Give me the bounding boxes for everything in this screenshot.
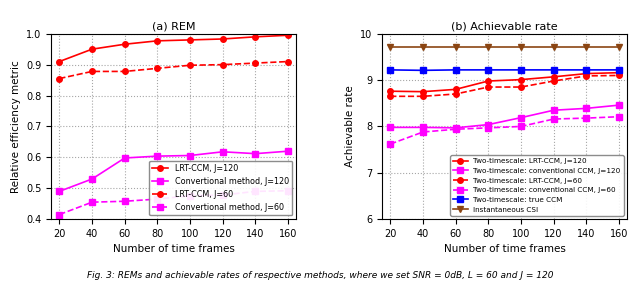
Two-timescale: conventional CCM, J=60: (80, 7.97): conventional CCM, J=60: (80, 7.97) [484, 126, 492, 130]
X-axis label: Number of time frames: Number of time frames [444, 244, 566, 255]
Two-timescale: conventional CCM, J=120: (60, 7.97): conventional CCM, J=120: (60, 7.97) [452, 126, 460, 130]
Instantaneous CSI [517, 45, 525, 48]
Two-timescale: LRT-CCM, J=120: (100, 9.01): LRT-CCM, J=120: (100, 9.01) [517, 78, 525, 81]
Instantaneous CSI [550, 45, 557, 48]
Two-timescale: true CCM: (60, 9.22): true CCM: (60, 9.22) [452, 68, 460, 72]
Two-timescale: conventional CCM, J=60: (40, 7.88): conventional CCM, J=60: (40, 7.88) [419, 130, 427, 134]
X-axis label: Number of time frames: Number of time frames [113, 244, 235, 255]
LRT-CCM, J=60 [252, 62, 259, 65]
Two-timescale: conventional CCM, J=120: (40, 7.98): conventional CCM, J=120: (40, 7.98) [419, 126, 427, 129]
Two-timescale: conventional CCM, J=120: (140, 8.39): conventional CCM, J=120: (140, 8.39) [582, 107, 590, 110]
Two-timescale: conventional CCM, J=120: (100, 8.19): conventional CCM, J=120: (100, 8.19) [517, 116, 525, 119]
Instantaneous CSI [484, 45, 492, 48]
Two-timescale: LRT-CCM, J=120: (140, 9.14): LRT-CCM, J=120: (140, 9.14) [582, 72, 590, 75]
Two-timescale: LRT-CCM, J=60: (100, 8.85): LRT-CCM, J=60: (100, 8.85) [517, 85, 525, 89]
Two-timescale: conventional CCM, J=120: (160, 8.46): conventional CCM, J=120: (160, 8.46) [615, 103, 623, 107]
Two-timescale: conventional CCM, J=120: (80, 8.04): conventional CCM, J=120: (80, 8.04) [484, 123, 492, 126]
Convertional method, J=60 [219, 193, 227, 197]
Convertional method, J=120 [88, 177, 96, 181]
Two-timescale: true CCM: (80, 9.22): true CCM: (80, 9.22) [484, 68, 492, 72]
Two-timescale: true CCM: (100, 9.22): true CCM: (100, 9.22) [517, 68, 525, 72]
LRT-CCM, J=60 [56, 77, 63, 80]
Two-timescale: LRT-CCM, J=60: (20, 8.65): LRT-CCM, J=60: (20, 8.65) [387, 95, 394, 98]
Two-timescale: LRT-CCM, J=60: (120, 8.98): LRT-CCM, J=60: (120, 8.98) [550, 79, 557, 83]
Two-timescale: true CCM: (40, 9.21): true CCM: (40, 9.21) [419, 69, 427, 72]
Two-timescale: LRT-CCM, J=120: (80, 8.98): LRT-CCM, J=120: (80, 8.98) [484, 79, 492, 83]
Instantaneous CSI [387, 45, 394, 48]
LRT-CCM, J=120 [219, 37, 227, 41]
Convertional method, J=120 [284, 149, 292, 153]
LRT-CCM, J=120 [284, 34, 292, 37]
Two-timescale: LRT-CCM, J=60: (80, 8.85): LRT-CCM, J=60: (80, 8.85) [484, 85, 492, 89]
LRT-CCM, J=60 [154, 67, 161, 70]
LRT-CCM, J=60 [121, 70, 129, 73]
Two-timescale: true CCM: (20, 9.22): true CCM: (20, 9.22) [387, 68, 394, 72]
Two-timescale: true CCM: (120, 9.22): true CCM: (120, 9.22) [550, 68, 557, 72]
Two-timescale: conventional CCM, J=60: (140, 8.18): conventional CCM, J=60: (140, 8.18) [582, 116, 590, 120]
Convertional method, J=60 [56, 213, 63, 216]
Convertional method, J=60 [88, 201, 96, 204]
Y-axis label: Relative efficiency metric: Relative efficiency metric [10, 60, 20, 193]
Convertional method, J=120 [154, 155, 161, 158]
Instantaneous CSI [615, 45, 623, 48]
Two-timescale: conventional CCM, J=60: (120, 8.16): conventional CCM, J=60: (120, 8.16) [550, 117, 557, 121]
Text: Fig. 3: REMs and achievable rates of respective methods, where we set SNR = 0dB,: Fig. 3: REMs and achievable rates of res… [87, 271, 553, 280]
Convertional method, J=120 [186, 154, 194, 157]
Convertional method, J=60 [121, 200, 129, 203]
Legend: LRT-CCM, J=120, Convertional method, J=120, LRT-CCM, J=60, Convertional method, : LRT-CCM, J=120, Convertional method, J=1… [149, 161, 292, 215]
LRT-CCM, J=120 [88, 47, 96, 51]
Two-timescale: LRT-CCM, J=60: (60, 8.7): LRT-CCM, J=60: (60, 8.7) [452, 92, 460, 96]
LRT-CCM, J=120 [154, 39, 161, 42]
Two-timescale: conventional CCM, J=60: (160, 8.21): conventional CCM, J=60: (160, 8.21) [615, 115, 623, 118]
Two-timescale: LRT-CCM, J=120: (120, 9.07): LRT-CCM, J=120: (120, 9.07) [550, 75, 557, 78]
Two-timescale: LRT-CCM, J=120: (40, 8.75): LRT-CCM, J=120: (40, 8.75) [419, 90, 427, 93]
Two-timescale: LRT-CCM, J=120: (60, 8.8): LRT-CCM, J=120: (60, 8.8) [452, 88, 460, 91]
Line: LRT-CCM, J=60: LRT-CCM, J=60 [56, 59, 291, 81]
Line: LRT-CCM, J=120: LRT-CCM, J=120 [56, 33, 291, 64]
Line: Two-timescale: LRT-CCM, J=60: Two-timescale: LRT-CCM, J=60 [387, 73, 622, 99]
Two-timescale: conventional CCM, J=60: (20, 7.62): conventional CCM, J=60: (20, 7.62) [387, 142, 394, 146]
Line: Two-timescale: conventional CCM, J=120: Two-timescale: conventional CCM, J=120 [387, 102, 622, 131]
Two-timescale: LRT-CCM, J=120: (160, 9.16): LRT-CCM, J=120: (160, 9.16) [615, 71, 623, 74]
Line: Two-timescale: LRT-CCM, J=120: Two-timescale: LRT-CCM, J=120 [387, 70, 622, 94]
Line: Two-timescale: true CCM: Two-timescale: true CCM [387, 67, 622, 73]
Instantaneous CSI [582, 45, 590, 48]
Two-timescale: LRT-CCM, J=60: (40, 8.65): LRT-CCM, J=60: (40, 8.65) [419, 95, 427, 98]
Two-timescale: true CCM: (160, 9.22): true CCM: (160, 9.22) [615, 68, 623, 72]
LRT-CCM, J=120 [252, 35, 259, 38]
Two-timescale: conventional CCM, J=120: (20, 7.98): conventional CCM, J=120: (20, 7.98) [387, 126, 394, 129]
Title: (b) Achievable rate: (b) Achievable rate [451, 22, 558, 31]
Y-axis label: Achievable rate: Achievable rate [344, 86, 355, 167]
Convertional method, J=120 [121, 156, 129, 160]
Two-timescale: conventional CCM, J=60: (60, 7.94): conventional CCM, J=60: (60, 7.94) [452, 128, 460, 131]
Title: (a) REM: (a) REM [152, 22, 195, 31]
Instantaneous CSI [419, 45, 427, 48]
Convertional method, J=120 [219, 150, 227, 153]
Line: Instantaneous CSI: Instantaneous CSI [387, 43, 623, 50]
Convertional method, J=60 [154, 198, 161, 201]
LRT-CCM, J=120 [56, 60, 63, 63]
Convertional method, J=120 [252, 152, 259, 155]
LRT-CCM, J=60 [186, 64, 194, 67]
LRT-CCM, J=60 [219, 63, 227, 66]
Instantaneous CSI [452, 45, 460, 48]
Convertional method, J=60 [186, 194, 194, 197]
Two-timescale: LRT-CCM, J=60: (140, 9.09): LRT-CCM, J=60: (140, 9.09) [582, 74, 590, 78]
LRT-CCM, J=60 [284, 60, 292, 63]
Convertional method, J=60 [284, 189, 292, 192]
Line: Two-timescale: conventional CCM, J=60: Two-timescale: conventional CCM, J=60 [387, 114, 622, 147]
Line: Convertional method, J=60: Convertional method, J=60 [56, 188, 291, 217]
Legend: Two-timescale: LRT-CCM, J=120, Two-timescale: conventional CCM, J=120, Two-times: Two-timescale: LRT-CCM, J=120, Two-times… [451, 155, 623, 216]
Convertional method, J=120 [56, 190, 63, 193]
Two-timescale: LRT-CCM, J=120: (20, 8.76): LRT-CCM, J=120: (20, 8.76) [387, 90, 394, 93]
Line: Convertional method, J=120: Convertional method, J=120 [56, 148, 291, 194]
Two-timescale: conventional CCM, J=60: (100, 8): conventional CCM, J=60: (100, 8) [517, 125, 525, 128]
Two-timescale: conventional CCM, J=120: (120, 8.35): conventional CCM, J=120: (120, 8.35) [550, 108, 557, 112]
Two-timescale: true CCM: (140, 9.22): true CCM: (140, 9.22) [582, 68, 590, 72]
LRT-CCM, J=120 [186, 38, 194, 42]
LRT-CCM, J=60 [88, 70, 96, 73]
Two-timescale: LRT-CCM, J=60: (160, 9.1): LRT-CCM, J=60: (160, 9.1) [615, 74, 623, 77]
Convertional method, J=60 [252, 190, 259, 193]
LRT-CCM, J=120 [121, 42, 129, 46]
